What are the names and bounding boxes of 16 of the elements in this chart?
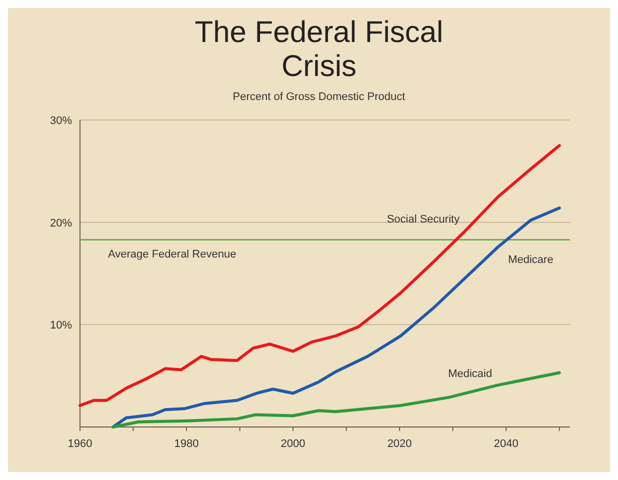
y-tick-label: 10% [50,320,72,332]
chart-title: The Federal Fiscal Crisis [194,16,444,83]
chart-subtitle: Percent of Gross Domestic Product [232,91,406,103]
y-tick-label: 20% [50,217,72,230]
ref-line-label: Average Federal Revenue [108,248,236,261]
x-tick-label: 1960 [68,438,92,450]
x-tick-label: 1980 [174,438,199,450]
series-label: Social Security [386,214,460,226]
x-tick-label: 2000 [280,438,306,450]
x-tick-label: 2020 [387,438,412,450]
x-tick-label: 2040 [494,438,518,450]
line-series [112,371,561,428]
line-series [78,144,561,408]
series-label: Medicare [508,254,554,266]
series-label: Medicaid [448,368,492,380]
y-tick-label: 30% [50,115,72,127]
